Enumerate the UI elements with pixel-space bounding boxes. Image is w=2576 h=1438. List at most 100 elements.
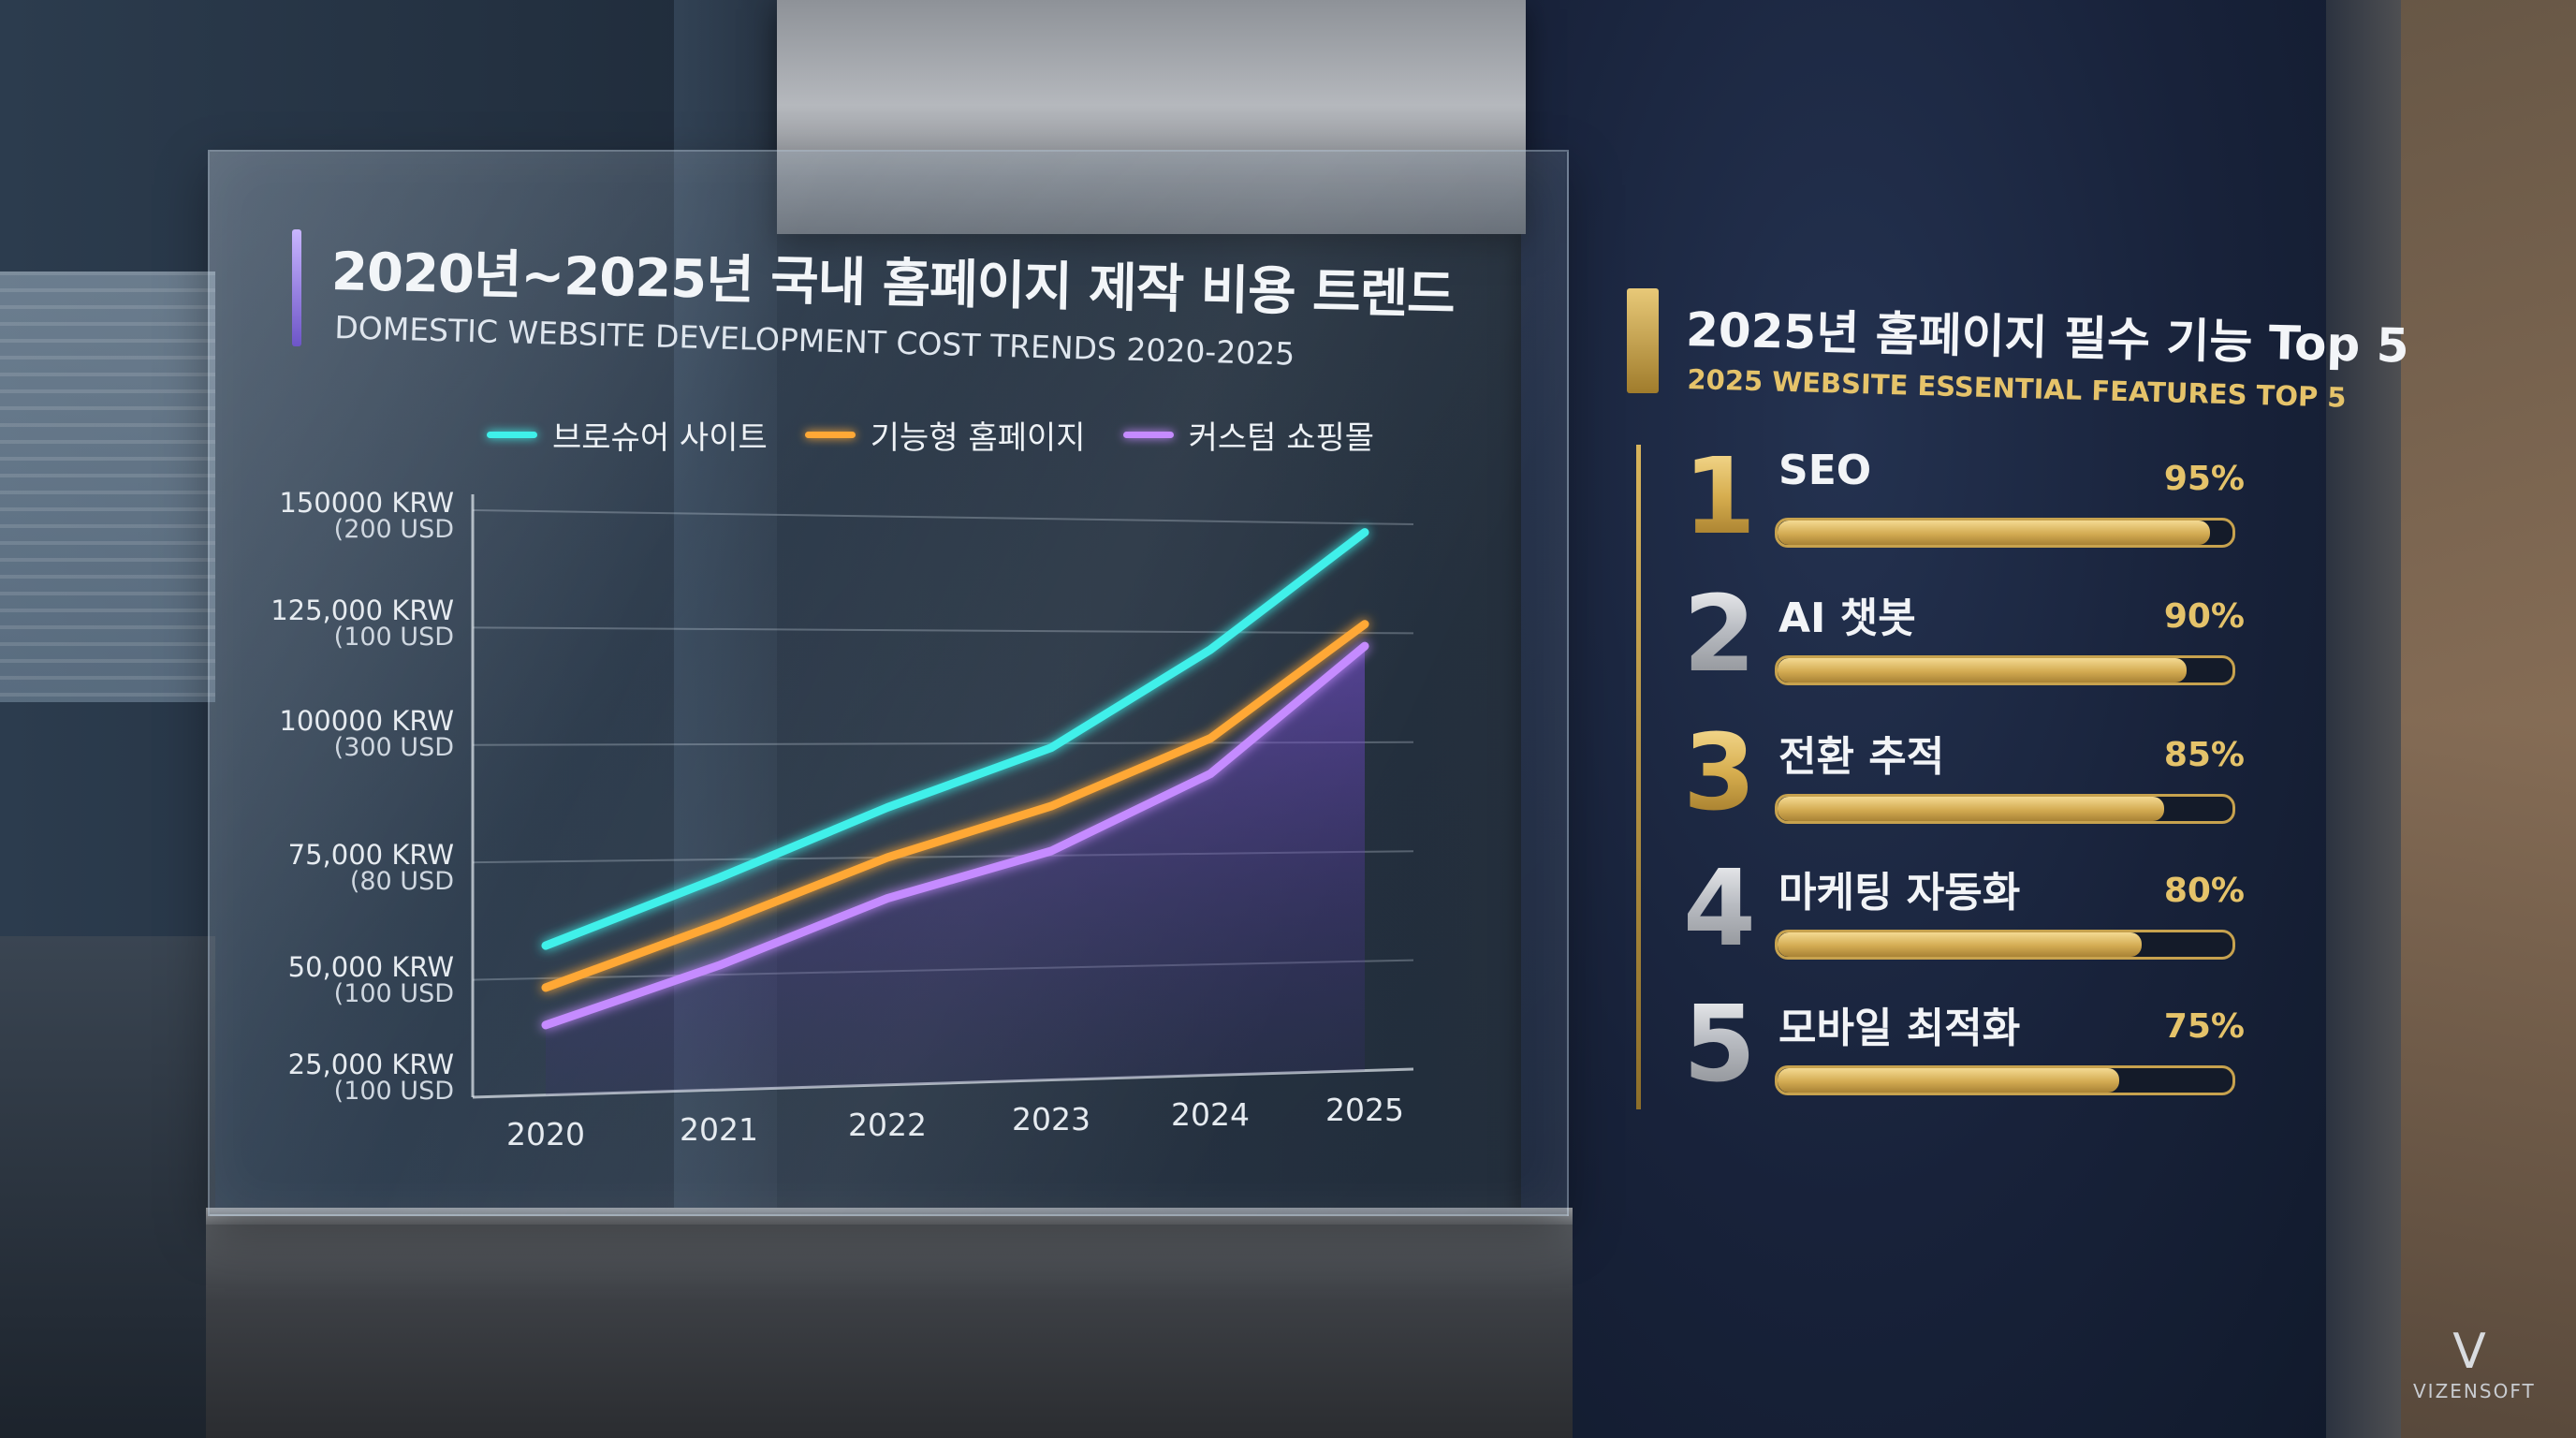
feature-item-marketing-automation: 4 마케팅 자동화 80% bbox=[1683, 857, 2245, 978]
legend-label-functional: 기능형 홈페이지 bbox=[870, 419, 1086, 457]
feature-rank: 1 bbox=[1683, 436, 1756, 558]
series-layer bbox=[541, 528, 1369, 1030]
series-line-2 bbox=[541, 620, 1369, 992]
series-point-3 bbox=[716, 962, 722, 969]
chart-legend: 브로슈어 사이트 기능형 홈페이지 커스텀 쇼핑몰 bbox=[487, 412, 1374, 458]
x-tick-label: 2024 bbox=[1171, 1096, 1250, 1133]
background-desk bbox=[0, 936, 215, 1438]
legend-item-custom-mall: 커스텀 쇼핑몰 bbox=[1122, 412, 1375, 458]
series-point-3 bbox=[885, 895, 890, 902]
series-point-2 bbox=[1362, 621, 1368, 627]
feature-label: 전환 추적 bbox=[1778, 733, 1945, 781]
y-tick-label: 150000 KRW (200 USD bbox=[173, 489, 454, 544]
legend-swatch-custom-mall bbox=[1122, 432, 1174, 438]
y-tick-krw: 50,000 KRW bbox=[287, 951, 454, 983]
v-logo-icon: V bbox=[2452, 1324, 2486, 1380]
y-tick-label: 75,000 KRW (80 USD bbox=[173, 841, 454, 896]
vizensoft-logo: V VIZENSOFT bbox=[2413, 1324, 2536, 1402]
series-point-2 bbox=[1048, 803, 1054, 810]
features-divider bbox=[1636, 445, 1641, 1109]
feature-progress-fill bbox=[1778, 797, 2165, 821]
series-line-3 bbox=[541, 641, 1369, 1030]
feature-label: AI 챗봇 bbox=[1778, 594, 1916, 642]
metal-header-block bbox=[777, 0, 1526, 234]
feature-item-ai-chatbot: 2 AI 챗봇 90% bbox=[1683, 582, 2245, 704]
series-point-3 bbox=[543, 1021, 549, 1028]
background-blinds bbox=[0, 271, 215, 702]
feature-item-conversion-tracking: 3 전환 추적 85% bbox=[1683, 721, 2245, 843]
logo-text: VIZENSOFT bbox=[2413, 1380, 2536, 1402]
y-tick-label: 50,000 KRW (100 USD bbox=[173, 953, 454, 1008]
y-tick-usd: (100 USD bbox=[333, 623, 454, 653]
x-tick-label: 2020 bbox=[506, 1116, 585, 1152]
y-tick-label: 25,000 KRW (100 USD bbox=[173, 1050, 454, 1106]
y-tick-usd: (100 USD bbox=[333, 1077, 454, 1107]
feature-progress-track bbox=[1775, 930, 2235, 960]
x-tick-label: 2021 bbox=[680, 1111, 758, 1148]
feature-item-seo: 1 SEO 95% bbox=[1683, 445, 2245, 566]
series-point-1 bbox=[1208, 647, 1213, 653]
feature-item-mobile-optimization: 5 모바일 최적화 75% bbox=[1683, 992, 2245, 1114]
series-point-2 bbox=[1208, 735, 1213, 741]
feature-rank: 2 bbox=[1683, 574, 1756, 696]
series-point-2 bbox=[543, 984, 549, 990]
metal-base-stand bbox=[206, 1208, 1573, 1438]
y-tick-usd: (300 USD bbox=[333, 733, 454, 763]
legend-swatch-brochure bbox=[487, 432, 537, 438]
feature-progress-fill bbox=[1778, 932, 2142, 957]
metal-base-lip bbox=[206, 1208, 1573, 1225]
feature-progress-track bbox=[1775, 518, 2235, 548]
grid-line bbox=[472, 626, 1414, 635]
feature-percent: 80% bbox=[2163, 872, 2245, 910]
feature-rank: 3 bbox=[1683, 712, 1756, 834]
feature-rank: 4 bbox=[1683, 848, 1756, 970]
legend-item-brochure: 브로슈어 사이트 bbox=[487, 412, 768, 458]
panel-edge bbox=[2326, 0, 2401, 1438]
y-tick-usd: (200 USD bbox=[333, 515, 454, 545]
feature-label: 마케팅 자동화 bbox=[1778, 869, 2021, 917]
y-tick-krw: 100000 KRW bbox=[279, 705, 454, 737]
series-line-1 bbox=[541, 528, 1369, 950]
grid-line bbox=[472, 509, 1414, 525]
feature-percent: 85% bbox=[2163, 736, 2245, 774]
background-window bbox=[0, 271, 215, 702]
feature-rank: 5 bbox=[1683, 984, 1756, 1106]
background-pillar bbox=[674, 0, 777, 1438]
y-tick-krw: 75,000 KRW bbox=[287, 839, 454, 871]
legend-label-brochure: 브로슈어 사이트 bbox=[552, 419, 768, 457]
feature-progress-fill bbox=[1778, 658, 2188, 682]
legend-label-custom-mall: 커스텀 쇼핑몰 bbox=[1188, 419, 1375, 457]
x-tick-label: 2022 bbox=[848, 1107, 927, 1143]
feature-label: SEO bbox=[1778, 447, 1872, 494]
y-tick-krw: 125,000 KRW bbox=[271, 594, 454, 626]
series-point-3 bbox=[1362, 643, 1368, 650]
series-point-1 bbox=[1048, 744, 1054, 751]
legend-swatch-functional bbox=[804, 432, 856, 438]
feature-percent: 95% bbox=[2163, 460, 2245, 498]
features-title-accent bbox=[1627, 288, 1659, 393]
series-point-1 bbox=[543, 943, 549, 949]
y-tick-krw: 150000 KRW bbox=[279, 487, 454, 519]
features-panel-background bbox=[1521, 0, 2326, 1438]
series-point-2 bbox=[885, 854, 890, 860]
y-tick-label: 100000 KRW (300 USD bbox=[173, 707, 454, 762]
series-point-3 bbox=[1048, 848, 1054, 855]
area-layer bbox=[546, 646, 1365, 1095]
feature-percent: 90% bbox=[2163, 597, 2245, 636]
y-tick-usd: (80 USD bbox=[349, 867, 454, 897]
chart-title-accent bbox=[292, 229, 301, 346]
feature-progress-track bbox=[1775, 655, 2235, 685]
legend-item-functional: 기능형 홈페이지 bbox=[804, 412, 1086, 458]
feature-progress-fill bbox=[1778, 521, 2210, 545]
feature-progress-track bbox=[1775, 1065, 2235, 1095]
feature-progress-track bbox=[1775, 794, 2235, 824]
y-tick-krw: 25,000 KRW bbox=[287, 1049, 454, 1080]
x-tick-label: 2025 bbox=[1325, 1092, 1404, 1128]
series-point-1 bbox=[885, 804, 890, 811]
series-point-3 bbox=[1208, 770, 1213, 777]
series-area-3 bbox=[546, 646, 1365, 1095]
x-tick-label: 2023 bbox=[1012, 1101, 1090, 1137]
feature-label: 모바일 최적화 bbox=[1778, 1005, 2021, 1052]
y-tick-usd: (100 USD bbox=[333, 979, 454, 1009]
